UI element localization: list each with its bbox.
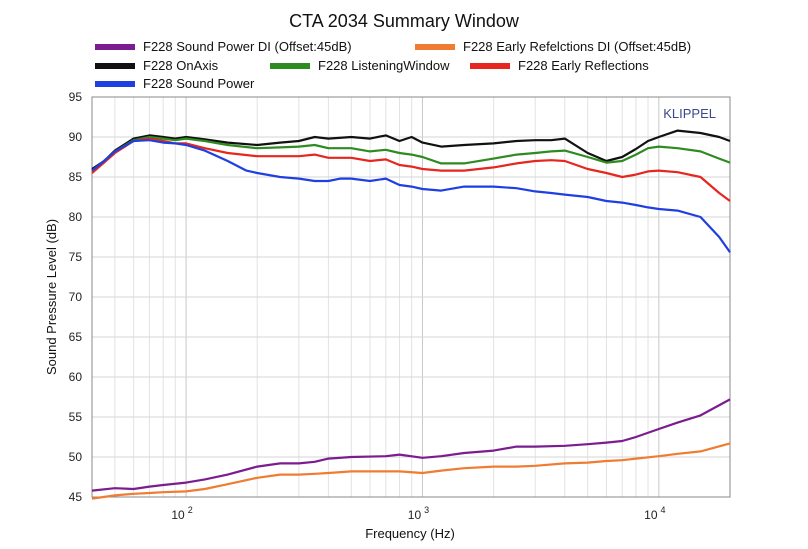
legend-label: F228 Sound Power [143,76,255,91]
x-tick-base: 10 [644,508,658,522]
series-line-2 [91,442,731,500]
legend: F228 Sound Power DI (Offset:45dB) F228 Ea… [95,39,691,91]
y-tick-label: 55 [69,410,83,424]
legend-label: F228 Early Reflections [518,58,649,73]
x-tick-label: 10 4 [644,505,665,522]
series-line-3 [91,129,731,170]
x-axis-label: Frequency (Hz) [365,526,455,541]
x-tick-base: 10 [408,508,422,522]
legend-swatch [470,63,510,69]
plot-border [91,96,731,498]
legend-label: F228 Sound Power DI (Offset:45dB) [143,39,352,54]
legend-label: F228 ListeningWindow [318,58,450,73]
x-tick-exponent: 3 [424,505,429,515]
legend-swatch [270,63,310,69]
series-line-1 [91,398,731,492]
series-line-6 [91,139,731,253]
chart-title: CTA 2034 Summary Window [289,11,520,31]
x-tick-label: 10 2 [171,505,192,522]
y-tick-label: 90 [69,130,83,144]
y-tick-label: 45 [69,490,83,504]
x-tick-exponent: 4 [661,505,666,515]
legend-swatch [95,63,135,69]
y-tick-label: 95 [69,90,83,104]
legend-swatch [95,44,135,50]
y-tick-label: 65 [69,330,83,344]
y-tick-label: 85 [69,170,83,184]
y-tick-label: 80 [69,210,83,224]
legend-swatch [95,81,135,87]
x-tick-base: 10 [171,508,185,522]
x-tick-exponent: 2 [188,505,193,515]
legend-label: F228 OnAxis [143,58,219,73]
y-tick-label: 60 [69,370,83,384]
y-axis-label: Sound Pressure Level (dB) [44,219,59,375]
y-tick-label: 70 [69,290,83,304]
x-tick-label: 10 3 [408,505,429,522]
y-tick-label: 75 [69,250,83,264]
legend-label: F228 Early Refelctions DI (Offset:45dB) [463,39,691,54]
klippel-watermark: KLIPPEL [663,106,716,121]
legend-swatch [415,44,455,50]
y-tick-label: 50 [69,450,83,464]
series-line-4 [91,135,731,172]
